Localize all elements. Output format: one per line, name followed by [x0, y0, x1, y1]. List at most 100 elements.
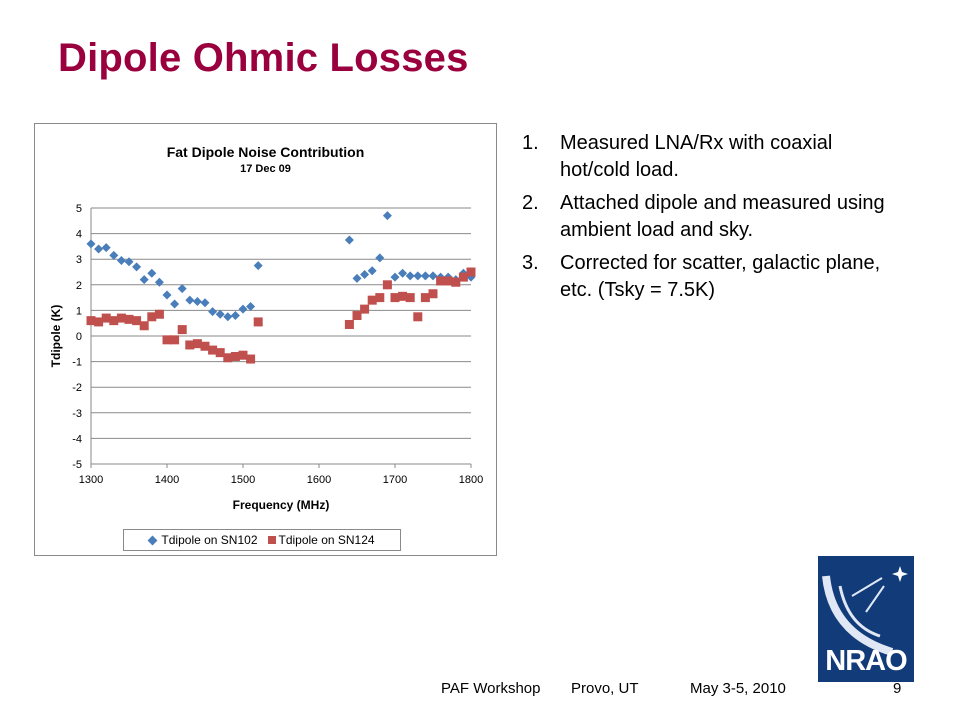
data-point-sn124 — [223, 353, 233, 363]
y-tick-label: 2 — [76, 280, 82, 292]
y-tick-label: 1 — [76, 305, 82, 317]
data-point-sn102 — [352, 273, 362, 283]
data-point-sn102 — [360, 270, 370, 280]
data-point-sn124 — [94, 317, 104, 327]
data-point-sn124 — [132, 316, 142, 326]
data-point-sn124 — [116, 313, 126, 323]
x-tick-label: 1500 — [231, 474, 255, 486]
footer-location: Provo, UT — [571, 680, 639, 697]
data-point-sn124 — [398, 291, 408, 301]
data-point-sn102 — [86, 239, 96, 249]
data-point-sn124 — [246, 354, 256, 364]
chart-plot: 5 4 3 2 1 0 -1 -2 -3 -4 -5 1300 1400 1500 1600 1700 1800… — [49, 203, 483, 512]
legend-label: Tdipole on SN124 — [278, 533, 375, 547]
data-point-sn124 — [382, 280, 392, 290]
data-point-sn102 — [230, 311, 240, 321]
x-axis-label: Frequency (MHz) — [233, 498, 330, 512]
data-point-sn102 — [94, 244, 104, 254]
data-point-sn124 — [200, 341, 210, 351]
x-tick-label: 1300 — [79, 474, 103, 486]
data-point-sn102 — [405, 271, 415, 281]
x-tick-label: 1600 — [307, 474, 331, 486]
list-item: 1. Measured LNA/Rx with coaxial hot/cold… — [522, 130, 902, 184]
data-point-sn124 — [185, 340, 195, 350]
data-point-sn124 — [405, 293, 415, 303]
data-point-sn124 — [413, 312, 423, 322]
data-point-sn124 — [443, 276, 453, 286]
legend-item-sn102: Tdipole on SN102 — [147, 533, 258, 547]
square-marker-icon — [267, 536, 276, 544]
data-point-sn102 — [185, 295, 195, 305]
data-point-sn102 — [147, 268, 157, 278]
y-axis-label: Tdipole (K) — [49, 305, 63, 368]
nrao-logo: NRAO — [818, 556, 914, 682]
y-tick-label: 3 — [76, 254, 82, 266]
list-number: 2. — [522, 192, 539, 214]
data-point-sn102 — [101, 243, 111, 253]
footer-workshop: PAF Workshop — [441, 680, 541, 697]
y-tick-label: -1 — [72, 357, 82, 369]
data-point-sn124 — [253, 317, 263, 327]
data-point-sn124 — [352, 311, 362, 321]
data-point-sn124 — [177, 325, 187, 335]
data-point-sn102 — [200, 298, 210, 308]
logo-text: NRAO — [825, 645, 907, 677]
data-point-sn102 — [154, 277, 164, 287]
data-point-sn102 — [139, 275, 149, 285]
data-point-sn124 — [86, 316, 96, 326]
data-point-sn124 — [390, 293, 400, 303]
data-point-sn102 — [420, 271, 430, 281]
data-point-sn124 — [344, 319, 354, 329]
data-point-sn124 — [466, 267, 476, 277]
list-text: Measured LNA/Rx with coaxial hot/cold lo… — [560, 132, 833, 181]
data-point-sn102 — [109, 250, 119, 260]
legend-label: Tdipole on SN102 — [161, 533, 258, 547]
x-tick-label: 1700 — [383, 474, 407, 486]
y-tick-label: 4 — [76, 229, 82, 241]
data-point-sn102 — [215, 309, 225, 319]
data-point-sn124 — [230, 351, 240, 361]
data-point-sn124 — [192, 339, 202, 349]
data-point-sn124 — [154, 309, 164, 319]
data-point-sn102 — [116, 255, 126, 265]
data-point-sn102 — [208, 307, 218, 317]
radio-telescope-icon — [822, 566, 908, 656]
list-number: 3. — [522, 252, 539, 274]
data-point-sn102 — [246, 302, 256, 312]
data-point-sn124 — [139, 321, 149, 331]
footer-page-number: 9 — [893, 680, 902, 697]
data-point-sn124 — [458, 272, 468, 282]
chart-subtitle: 17 Dec 09 — [240, 163, 291, 175]
data-point-sn124 — [360, 304, 370, 314]
data-point-sn124 — [367, 295, 377, 305]
y-tick-label: -4 — [72, 433, 82, 445]
data-point-sn124 — [428, 289, 438, 299]
y-tick-label: -2 — [72, 382, 82, 394]
data-point-sn124 — [451, 277, 461, 287]
data-point-sn124 — [375, 293, 385, 303]
data-point-sn102 — [132, 262, 142, 272]
x-tick-label: 1800 — [459, 474, 483, 486]
data-point-sn102 — [192, 296, 202, 306]
data-point-sn124 — [420, 293, 430, 303]
y-tick-label: 0 — [76, 331, 82, 343]
data-point-sn102 — [344, 235, 354, 245]
list-text: Attached dipole and measured using ambie… — [560, 192, 885, 241]
data-point-sn124 — [124, 314, 134, 324]
footer-date: May 3-5, 2010 — [690, 680, 786, 697]
chart-title: Fat Dipole Noise Contribution — [166, 144, 365, 160]
list-item: 3. Corrected for scatter, galactic plane… — [522, 250, 902, 304]
data-point-sn124 — [208, 345, 218, 355]
data-point-sn124 — [238, 350, 248, 360]
legend-item-sn124: Tdipole on SN124 — [267, 533, 375, 547]
chart-area: Fat Dipole Noise Contribution 17 Dec 09 … — [34, 123, 497, 556]
y-tick-label: 5 — [76, 203, 82, 215]
data-point-sn124 — [147, 312, 157, 322]
data-point-sn102 — [177, 284, 187, 294]
data-point-sn102 — [390, 272, 400, 282]
data-point-sn102 — [223, 312, 233, 322]
data-point-sn102 — [413, 271, 423, 281]
data-point-sn124 — [215, 348, 225, 358]
chart-legend: Tdipole on SN102 Tdipole on SN124 — [123, 529, 401, 551]
diamond-marker-icon — [147, 535, 158, 545]
